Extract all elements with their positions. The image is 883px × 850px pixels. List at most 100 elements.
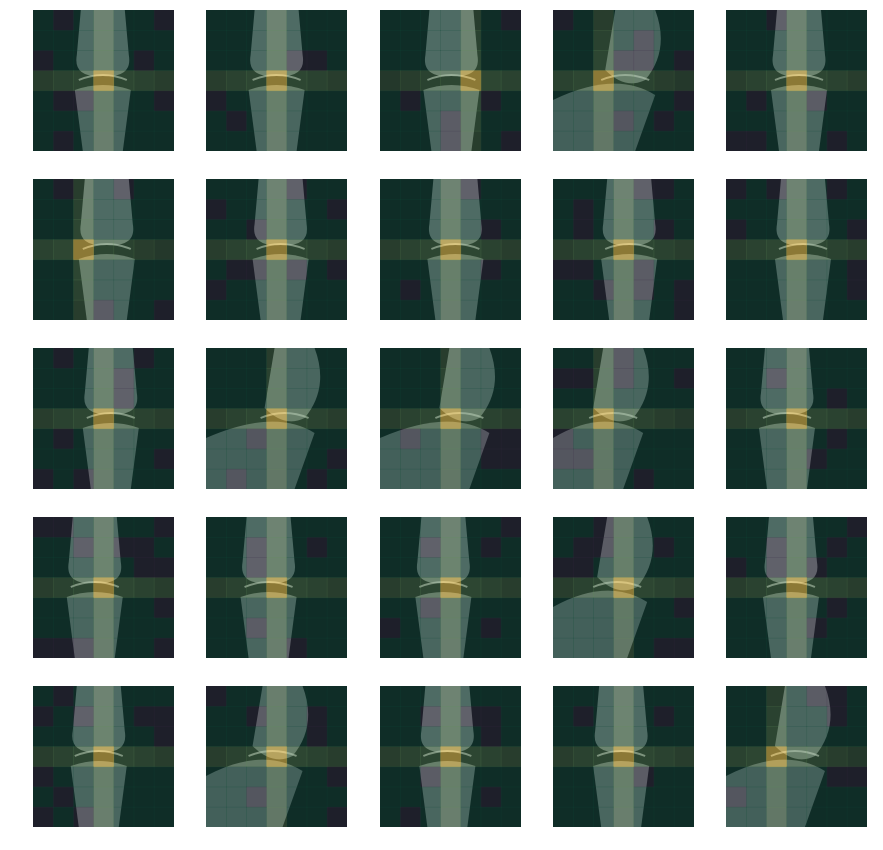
- heatmap-cell: [633, 537, 655, 558]
- heatmap-cell: [206, 348, 227, 369]
- heatmap-cell: [786, 50, 808, 71]
- bone-shape: [264, 348, 321, 422]
- heatmap-cell: [420, 786, 441, 808]
- heatmap-cell: [826, 577, 848, 599]
- heatmap-cell: [153, 279, 174, 301]
- heatmap-cell: [553, 557, 574, 578]
- heatmap-cell: [306, 786, 328, 808]
- heatmap-cell: [33, 706, 54, 727]
- heatmap-cell: [573, 517, 594, 538]
- heatmap-cell: [806, 428, 828, 450]
- heatmap-cell: [113, 299, 135, 320]
- heatmap-cell: [246, 50, 267, 71]
- heatmap-cell: [226, 786, 247, 808]
- heatmap-cell: [460, 408, 482, 430]
- heatmap-cell: [673, 537, 694, 558]
- heatmap-cell: [746, 706, 767, 727]
- heatmap-cell: [266, 786, 288, 808]
- heatmap-cell: [460, 239, 482, 261]
- heatmap-cell: [73, 468, 94, 489]
- heatmap-cell: [93, 746, 115, 768]
- heatmap-cell: [440, 388, 462, 409]
- heatmap-cell: [633, 348, 655, 369]
- heatmap-cell: [633, 597, 655, 619]
- heatmap-cell: [113, 766, 135, 788]
- heatmap-cell: [460, 706, 482, 727]
- heatmap-cell: [673, 726, 694, 747]
- heatmap-cell: [553, 637, 574, 658]
- heatmap-cell: [246, 468, 267, 489]
- heatmap-cell: [266, 617, 288, 639]
- heatmap-cell: [593, 557, 614, 578]
- heatmap-cell: [500, 199, 521, 220]
- heatmap-cell: [613, 279, 635, 301]
- heatmap-cell: [553, 199, 574, 220]
- heatmap-cell: [380, 219, 401, 240]
- heatmap-cell: [573, 348, 594, 369]
- heatmap-cell: [480, 90, 502, 112]
- heatmap-cell: [786, 537, 808, 558]
- heatmap-cell: [613, 179, 635, 200]
- heatmap-cell: [633, 10, 655, 31]
- heatmap-cell: [553, 348, 574, 369]
- heatmap-cell: [726, 637, 747, 658]
- tile-image: [726, 686, 867, 827]
- heatmap-cell: [266, 368, 288, 389]
- heatmap-cell: [480, 179, 502, 200]
- heatmap-cell: [633, 90, 655, 112]
- heatmap-cell: [420, 388, 441, 409]
- bone-shape: [80, 179, 134, 246]
- heatmap-cell: [420, 368, 441, 389]
- heatmap-cell: [460, 299, 482, 320]
- heatmap-cell: [286, 726, 308, 747]
- heatmap-cell: [286, 766, 308, 788]
- heatmap-cell: [460, 199, 482, 220]
- heatmap-cell: [553, 766, 574, 788]
- heatmap-cell: [266, 279, 288, 301]
- heatmap-cell: [806, 637, 828, 658]
- heatmap-cell: [500, 468, 521, 489]
- heatmap-cell: [500, 577, 521, 599]
- xray-heatmap-tile: [33, 348, 174, 489]
- heatmap-cell: [73, 786, 94, 808]
- heatmap-cell: [400, 239, 421, 261]
- heatmap-cell: [633, 517, 655, 538]
- tile-image: [726, 10, 867, 151]
- heatmap-cell: [53, 279, 74, 301]
- heatmap-cell: [33, 726, 54, 747]
- heatmap-cell: [420, 50, 441, 71]
- heatmap-cell: [33, 617, 54, 639]
- heatmap-cell: [806, 259, 828, 281]
- heatmap-cell: [633, 199, 655, 220]
- heatmap-cell: [326, 597, 347, 619]
- heatmap-cell: [113, 259, 135, 281]
- heatmap-cell: [73, 517, 94, 538]
- heatmap-cell: [500, 746, 521, 768]
- heatmap-cell: [246, 130, 267, 151]
- heatmap-cell: [440, 219, 462, 240]
- heatmap-cell: [133, 408, 155, 430]
- heatmap-cell: [380, 110, 401, 132]
- heatmap-cell: [206, 686, 227, 707]
- heatmap-cell: [673, 637, 694, 658]
- heatmap-cell: [440, 617, 462, 639]
- heatmap-cell: [826, 537, 848, 558]
- heatmap-cell: [846, 50, 867, 71]
- heatmap-cell: [53, 806, 74, 827]
- heatmap-cell: [113, 557, 135, 578]
- heatmap-cell: [246, 179, 267, 200]
- heatmap-cell: [400, 368, 421, 389]
- heatmap-cell: [113, 726, 135, 747]
- heatmap-cell: [306, 806, 328, 827]
- heatmap-cell: [133, 577, 155, 599]
- bone-shape: [248, 85, 305, 151]
- heatmap-cell: [766, 259, 787, 281]
- heatmap-cell: [93, 408, 115, 430]
- heatmap-cell: [93, 259, 115, 281]
- heatmap-cell: [206, 179, 227, 200]
- heatmap-cell: [306, 239, 328, 261]
- xray-heatmap-tile: [726, 179, 867, 320]
- heatmap-cell: [286, 637, 308, 658]
- heatmap-cell: [266, 199, 288, 220]
- heatmap-cell: [786, 428, 808, 450]
